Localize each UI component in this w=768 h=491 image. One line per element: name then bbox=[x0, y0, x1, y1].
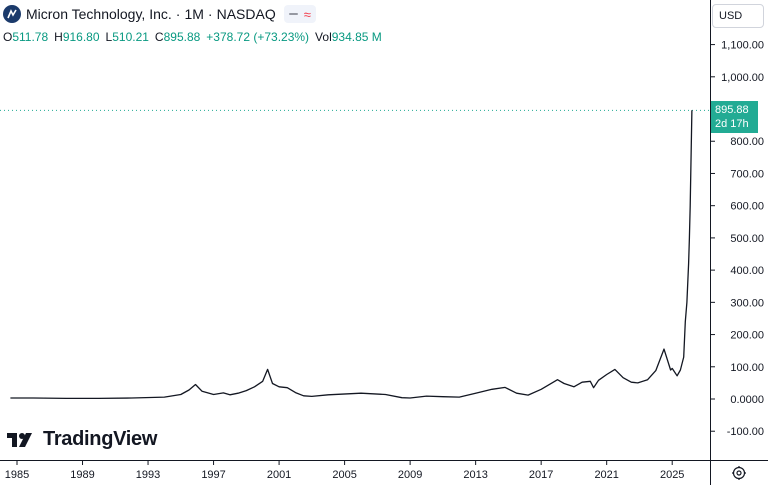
y-tick-label: 500.00 bbox=[730, 233, 764, 245]
separator: · bbox=[175, 6, 181, 22]
y-tick-label: 400.00 bbox=[730, 265, 764, 277]
close-label: C bbox=[154, 30, 164, 44]
interval-label[interactable]: 1M bbox=[184, 6, 204, 22]
watermark-text: TradingView bbox=[43, 428, 158, 450]
x-tick-label: 2009 bbox=[398, 469, 422, 481]
symbol-header: Micron Technology, Inc. · 1M · NASDAQ ≈ bbox=[3, 5, 316, 23]
volume-value: 934.85 M bbox=[331, 30, 382, 44]
time-axis-svg: 1985 1989 1993 1997 2001 2005 2009 2013 2017 2021… bbox=[5, 461, 684, 481]
y-tick-label: 1,100.00 bbox=[721, 40, 764, 52]
close-value: 895.88 bbox=[163, 30, 201, 44]
wave-icon: ≈ bbox=[303, 6, 311, 22]
x-tick-label: 2017 bbox=[529, 469, 553, 481]
countdown-label: 2d 17h bbox=[715, 118, 749, 130]
y-tick-label: 1,000.00 bbox=[721, 72, 764, 84]
symbol-name[interactable]: Micron Technology, Inc. bbox=[26, 6, 172, 22]
high-value: 916.80 bbox=[62, 30, 100, 44]
tradingview-watermark[interactable]: TradingView bbox=[7, 428, 157, 451]
exchange-label: NASDAQ bbox=[216, 6, 276, 22]
volume-label: Vol bbox=[315, 30, 332, 44]
x-tick-label: 1993 bbox=[136, 469, 160, 481]
time-axis[interactable]: 1985 1989 1993 1997 2001 2005 2009 2013 2017 2021… bbox=[0, 460, 710, 485]
x-tick-label: 2005 bbox=[332, 469, 356, 481]
gear-icon[interactable] bbox=[731, 465, 747, 481]
y-tick-label: 200.00 bbox=[730, 330, 764, 342]
low-value: 510.21 bbox=[112, 30, 149, 44]
x-tick-label: 1997 bbox=[201, 469, 225, 481]
x-tick-label: 1989 bbox=[70, 469, 94, 481]
axis-corner bbox=[710, 460, 768, 485]
y-tick-label: 300.00 bbox=[730, 297, 764, 309]
tradingview-logo-icon bbox=[7, 432, 32, 447]
y-tick-label: 800.00 bbox=[730, 136, 764, 148]
micron-logo-icon bbox=[3, 5, 21, 23]
price-series-svg bbox=[0, 109, 710, 400]
y-tick-label: 700.00 bbox=[730, 168, 764, 180]
x-tick-label: 2013 bbox=[463, 469, 487, 481]
separator: · bbox=[207, 6, 213, 22]
last-price-value: 895.88 bbox=[715, 104, 749, 116]
price-axis-svg: -100.00 0.0000 100.00 200.00 300.00 400.00 500… bbox=[711, 40, 764, 438]
y-tick-label: 600.00 bbox=[730, 201, 764, 213]
high-label: H bbox=[54, 30, 63, 44]
y-tick-label: -100.00 bbox=[727, 426, 764, 438]
open-value: 511.78 bbox=[12, 30, 49, 44]
x-tick-label: 2001 bbox=[267, 469, 291, 481]
price-chart[interactable] bbox=[0, 0, 710, 460]
x-tick-label: 1985 bbox=[5, 469, 29, 481]
low-label: L bbox=[105, 30, 113, 44]
x-tick-label: 2025 bbox=[660, 469, 684, 481]
collapse-button[interactable]: ≈ bbox=[283, 5, 316, 23]
x-tick-label: 2021 bbox=[594, 469, 618, 481]
open-label: O bbox=[3, 30, 13, 44]
price-axis[interactable]: -100.00 0.0000 100.00 200.00 300.00 400.00 500… bbox=[710, 0, 768, 460]
price-series-line bbox=[10, 110, 693, 400]
change-value: +378.72 (+73.23%) bbox=[206, 30, 310, 44]
minus-icon bbox=[288, 13, 298, 15]
y-tick-label: 100.00 bbox=[730, 362, 764, 374]
ohlc-legend: O511.78 H916.80 L510.21 C895.88 +378.72 … bbox=[3, 30, 382, 44]
last-price-badge: 895.88 2d 17h bbox=[711, 101, 758, 133]
y-tick-label: 0.0000 bbox=[730, 394, 764, 406]
currency-button[interactable]: USD bbox=[712, 4, 764, 28]
